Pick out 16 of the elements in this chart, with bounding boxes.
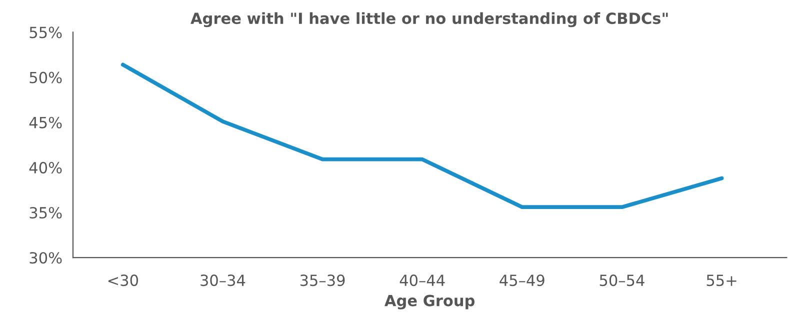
y-tick-label: 45% (29, 116, 62, 128)
x-tick-label: 45–49 (500, 274, 544, 286)
x-tick-label: 55+ (706, 274, 736, 286)
x-tick-label: 50–54 (600, 274, 644, 286)
y-tick-label: 50% (30, 72, 62, 84)
y-tick-label: 35% (30, 206, 62, 219)
x-tick-label: 35–39 (300, 274, 345, 286)
y-tick-label: 40% (29, 162, 62, 174)
y-tick-label: 55% (30, 26, 62, 38)
x-tick-label: 30–34 (200, 274, 246, 286)
y-tick-label: 30% (30, 252, 62, 264)
x-tick-label: 40–44 (400, 274, 445, 286)
x-axis-title: Age Group (384, 294, 475, 310)
line-series (120, 62, 724, 210)
x-tick-label: <30 (108, 274, 138, 286)
chart-title: Agree with "I have little or no understanding of CBDCs" (190, 12, 668, 28)
